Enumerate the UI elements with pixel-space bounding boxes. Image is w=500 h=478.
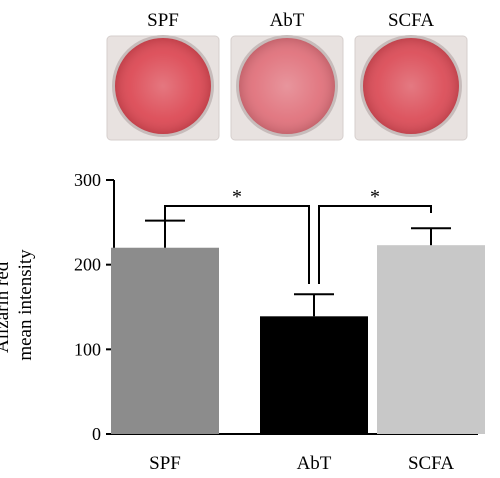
significance-bracket: [318, 205, 432, 284]
category-labels: SPF AbT SCFA: [149, 453, 454, 474]
x-category-label: AbT: [297, 453, 332, 474]
significance-label: *: [232, 186, 242, 208]
well-label: SCFA: [388, 10, 434, 31]
y-ticks: 0 100 200 300: [74, 170, 114, 444]
well-spf: SPF: [106, 10, 220, 141]
y-tick-label: 100: [74, 339, 101, 359]
well-label: SPF: [147, 10, 179, 31]
x-category-label: SCFA: [408, 453, 454, 474]
x-category-label: SPF: [149, 453, 181, 474]
well-label: AbT: [270, 10, 305, 31]
well-abt: AbT: [230, 10, 344, 141]
bars: [111, 245, 485, 434]
y-axis-title-line-1: Alizarin red: [0, 261, 13, 353]
y-tick-label: 300: [74, 170, 101, 190]
y-axis-title: Alizarin red mean intensity: [0, 249, 36, 361]
well-photos: SPF AbT SCFA: [106, 10, 468, 141]
significance-bracket: [164, 205, 310, 284]
bar-scfa: [377, 245, 485, 434]
error-bars: [145, 219, 451, 317]
dish-shading: [363, 38, 459, 134]
y-tick-label: 0: [92, 424, 101, 444]
significance-label: *: [370, 186, 380, 208]
significance-brackets: * *: [164, 186, 432, 284]
dish-shading: [115, 38, 211, 134]
bar-abt: [260, 316, 368, 434]
y-axis-title-line-2: mean intensity: [15, 249, 36, 361]
y-tick-label: 200: [74, 255, 101, 275]
well-scfa: SCFA: [354, 10, 468, 141]
dish-shading: [239, 38, 335, 134]
bar-spf: [111, 247, 219, 434]
